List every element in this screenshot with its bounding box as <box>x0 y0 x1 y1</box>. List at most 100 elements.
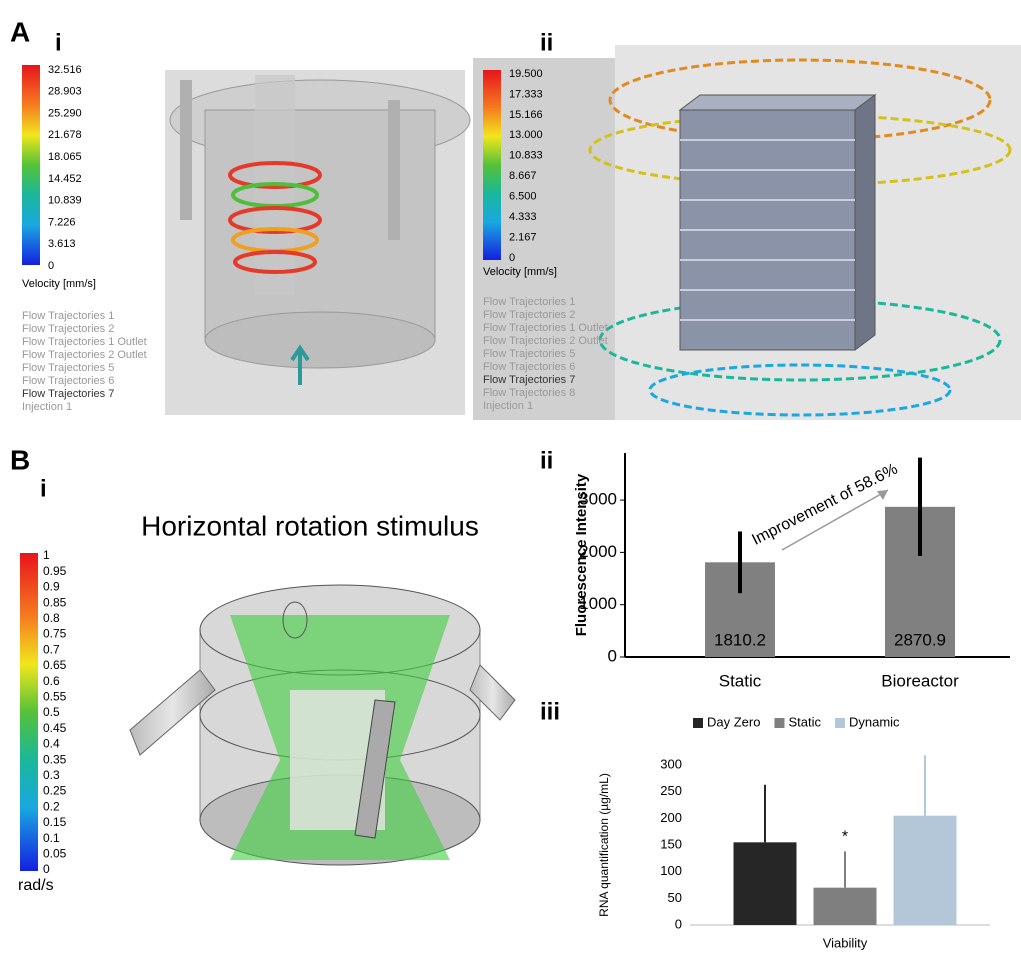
colorbar <box>483 70 501 260</box>
colorbar-label: 0 <box>43 862 50 876</box>
colorbar-label: 17.333 <box>509 88 543 100</box>
colorbar-label: 0.3 <box>43 768 60 782</box>
colorbar-label: 0.35 <box>43 752 67 766</box>
legend-swatch <box>693 718 703 728</box>
annotation: * <box>842 829 848 846</box>
colorbar-label: 0.1 <box>43 831 60 845</box>
colorbar-label: 15.166 <box>509 109 543 121</box>
cfd-image-a-ii <box>590 45 1021 420</box>
cfd-image-a-i <box>165 70 470 415</box>
colorbar-label: 3.613 <box>48 238 76 250</box>
x-tick-label: Bioreactor <box>881 671 959 690</box>
value-label: 2870.9 <box>894 630 946 649</box>
colorbar-label: 25.290 <box>48 107 82 119</box>
colorbar-label: 0.9 <box>43 580 60 594</box>
colorbar-label: 0.85 <box>43 595 67 609</box>
y-axis-label: Fluorescence Intensity <box>573 473 590 636</box>
colorbar-label: 4.333 <box>509 211 537 223</box>
colorbar-label: 0.6 <box>43 674 60 688</box>
trajectory-label: Flow Trajectories 6 <box>483 361 575 373</box>
trajectory-label: Flow Trajectories 2 <box>483 309 575 321</box>
bioreactor-drawing <box>130 585 515 865</box>
annotation: Improvement of 58.6% <box>749 461 900 549</box>
trajectory-label: Flow Trajectories 1 <box>483 296 575 308</box>
panel-label: i <box>55 29 62 56</box>
trajectory-label: Flow Trajectories 2 Outlet <box>483 335 608 347</box>
y-axis-label: RNA quantification (µg/mL) <box>597 773 611 917</box>
bar <box>894 816 957 925</box>
colorbar-label: 28.903 <box>48 86 82 98</box>
panel-label: iii <box>540 698 560 725</box>
colorbar-label: 2.167 <box>509 231 537 243</box>
panel-label: B <box>10 444 30 475</box>
figure: A i ii B i ii iii Horizontal rotation st… <box>0 0 1021 953</box>
y-tick-label: 150 <box>660 836 682 851</box>
colorbar-label: 10.833 <box>509 150 543 162</box>
colorbar-unit: Velocity [mm/s] <box>483 266 557 278</box>
colorbar-label: 0.4 <box>43 737 60 751</box>
colorbar <box>20 553 38 871</box>
legend-label: Static <box>788 714 821 729</box>
y-tick-label: 250 <box>660 783 682 798</box>
y-tick-label: 200 <box>660 810 682 825</box>
panel-label: i <box>40 475 47 502</box>
bar <box>734 842 797 925</box>
trajectory-label: Flow Trajectories 1 <box>22 310 114 322</box>
colorbar-label: 0.2 <box>43 799 60 813</box>
panel-label: A <box>10 16 30 47</box>
colorbar-label: 0.65 <box>43 658 67 672</box>
colorbar-label: 21.678 <box>48 129 82 141</box>
trajectory-label: Flow Trajectories 7 <box>483 374 575 386</box>
colorbar-label: 8.667 <box>509 170 537 182</box>
colorbar-label: 0.55 <box>43 689 67 703</box>
colorbar-label: 19.500 <box>509 68 543 80</box>
panel-label: ii <box>540 29 553 56</box>
colorbar-label: 7.226 <box>48 216 76 228</box>
trajectory-label: Flow Trajectories 5 <box>22 362 114 374</box>
trajectory-label: Flow Trajectories 6 <box>22 375 114 387</box>
trajectory-label: Injection 1 <box>483 400 533 412</box>
legend-label: Day Zero <box>707 714 760 729</box>
colorbar-label: 0.15 <box>43 815 67 829</box>
colorbar-label: 0.5 <box>43 705 60 719</box>
colorbar-label: 0.8 <box>43 611 60 625</box>
colorbar-label: 0 <box>48 260 54 272</box>
trajectory-label: Flow Trajectories 2 Outlet <box>22 349 147 361</box>
legend-label: Dynamic <box>849 714 900 729</box>
colorbar-label: 32.516 <box>48 64 82 76</box>
panel-label: ii <box>540 447 553 474</box>
legend-swatch <box>835 718 845 728</box>
trajectory-label: Flow Trajectories 8 <box>483 387 575 399</box>
y-tick-label: 0 <box>675 916 682 931</box>
colorbar-label: 1 <box>43 548 50 562</box>
trajectory-label: Injection 1 <box>22 401 72 413</box>
trajectory-label: Flow Trajectories 2 <box>22 323 114 335</box>
colorbar-label: 0.75 <box>43 627 67 641</box>
colorbar-unit: rad/s <box>18 877 54 894</box>
colorbar-label: 6.500 <box>509 191 537 203</box>
trajectory-label: Flow Trajectories 1 Outlet <box>22 336 147 348</box>
colorbar-label: 18.065 <box>48 151 82 163</box>
colorbar-label: 0.25 <box>43 784 67 798</box>
colorbar-label: 13.000 <box>509 129 543 141</box>
legend-swatch <box>774 718 784 728</box>
value-label: 1810.2 <box>714 630 766 649</box>
colorbar-label: 0.95 <box>43 564 67 578</box>
y-tick-label: 100 <box>660 863 682 878</box>
colorbar-label: 10.839 <box>48 195 82 207</box>
trajectory-label: Flow Trajectories 5 <box>483 348 575 360</box>
colorbar-label: 0.05 <box>43 846 67 860</box>
y-tick-label: 50 <box>668 890 682 905</box>
trajectory-label: Flow Trajectories 1 Outlet <box>483 322 608 334</box>
x-tick-label: Viability <box>823 935 868 950</box>
x-tick-label: Static <box>719 671 762 690</box>
y-tick-label: 300 <box>660 756 682 771</box>
colorbar-unit: Velocity [mm/s] <box>22 278 96 290</box>
colorbar-label: 0.45 <box>43 721 67 735</box>
y-tick-label: 0 <box>608 646 617 665</box>
panel-title: Horizontal rotation stimulus <box>141 510 479 541</box>
colorbar-label: 0 <box>509 252 515 264</box>
colorbar-label: 0.7 <box>43 642 60 656</box>
bar <box>814 888 877 925</box>
trajectory-label: Flow Trajectories 7 <box>22 388 114 400</box>
